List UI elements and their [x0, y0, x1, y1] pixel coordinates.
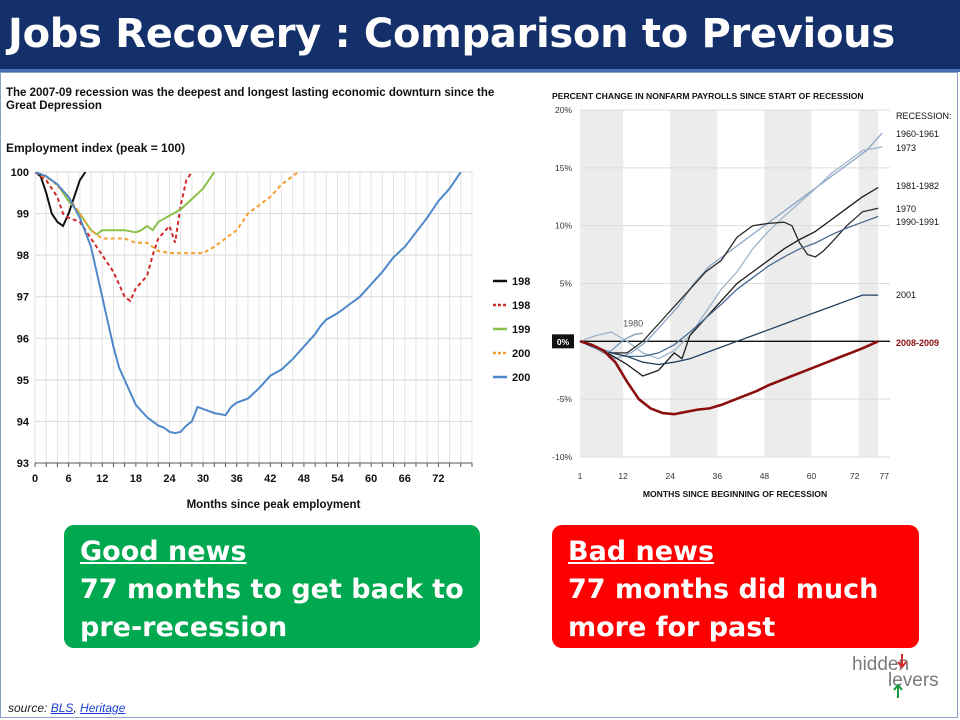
- x-tick-label: 24: [163, 473, 176, 485]
- chart-title-line-1: The 2007-09 recession was the deepest an…: [6, 87, 494, 99]
- source-note: source: BLS, Heritage: [8, 701, 125, 715]
- series-line-1970: [579, 207, 879, 354]
- source-separator: ,: [73, 701, 81, 715]
- x-tick-label: 12: [618, 471, 628, 481]
- legend-title: RECESSION:: [896, 111, 952, 121]
- series-line-2001: [35, 172, 299, 255]
- title-bar: Jobs Recovery : Comparison to Previous: [0, 0, 960, 72]
- zero-badge: [552, 334, 574, 349]
- legend-label-1980: 1980: [512, 276, 530, 288]
- series-line-1973: [579, 146, 883, 360]
- good-news-line-2: pre-recession employment.: [80, 612, 288, 681]
- legend-label-1981: 1981: [512, 300, 530, 312]
- series-label-1960-1961: 1960-1961: [896, 129, 939, 139]
- hidden-levers-logo: hidden levers: [852, 654, 939, 698]
- series-label-1970: 1970: [896, 204, 916, 214]
- x-tick-label: 36: [713, 471, 723, 481]
- slide-frame: [0, 72, 958, 718]
- good-news-callout: Good news 77 months to get back to pre-r…: [64, 525, 480, 681]
- down-arrow-icon: [897, 654, 907, 669]
- series-label-1980: 1980: [623, 318, 643, 328]
- series-label-2001: 2001: [896, 290, 916, 300]
- nonfarm-payrolls-chart: PERCENT CHANGE IN NONFARM PAYROLLS SINCE…: [552, 91, 952, 499]
- source-link-heritage[interactable]: Heritage: [80, 701, 126, 715]
- legend-label-2001: 2001: [512, 348, 530, 360]
- x-tick-label: 12: [96, 473, 108, 485]
- series-line-1980: [35, 172, 87, 228]
- y-axis-label: Employment index (peak = 100): [6, 141, 185, 155]
- x-tick-label: 0: [32, 473, 38, 485]
- employment-index-chart: The 2007-09 recession was the deepest an…: [6, 87, 530, 511]
- page-title: Jobs Recovery : Comparison to Previous: [8, 11, 895, 57]
- y-tick-label: 10%: [555, 221, 572, 231]
- series-line-2001: [579, 294, 879, 366]
- y-tick-label: -10%: [552, 452, 572, 462]
- chart-title: The 2007-09 recession was the deepest an…: [6, 87, 494, 112]
- x-tick-label: 30: [197, 473, 209, 485]
- series-line-1981: [35, 172, 193, 303]
- bad-news-callout: Bad news 77 months did much more for pas…: [552, 525, 919, 681]
- up-arrow-icon: [893, 683, 903, 698]
- x-tick-label: 48: [298, 473, 310, 485]
- logo-text-top: hidden: [852, 654, 909, 675]
- x-tick-label: 18: [130, 473, 142, 485]
- y-tick-label: 96: [17, 333, 29, 345]
- source-prefix: source:: [8, 701, 51, 715]
- series-label-1990-1991: 1990-1991: [896, 217, 939, 227]
- x-tick-label: 36: [231, 473, 243, 485]
- x-tick-label: 42: [264, 473, 276, 485]
- y-tick-label: 98: [17, 250, 29, 262]
- bad-news-line-1: 77 months did much: [568, 574, 879, 605]
- bad-news-line-2: more for past recoveries: [568, 612, 776, 681]
- chart-title: PERCENT CHANGE IN NONFARM PAYROLLS SINCE…: [552, 91, 864, 101]
- x-tick-label: 6: [66, 473, 72, 485]
- zero-badge-label: 0%: [557, 337, 570, 347]
- x-tick-label: 72: [432, 473, 444, 485]
- y-tick-label: 93: [17, 458, 29, 470]
- y-tick-label: 20%: [555, 105, 572, 115]
- x-axis-label: MONTHS SINCE BEGINNING OF RECESSION: [643, 489, 827, 499]
- x-tick-label: 48: [760, 471, 770, 481]
- bad-news-heading: Bad news: [568, 536, 715, 567]
- series-line-2007: [35, 172, 462, 435]
- x-tick-label: 1: [578, 471, 583, 481]
- x-tick-label: 60: [365, 473, 377, 485]
- series-line-2008-2009: [579, 340, 879, 416]
- x-tick-label: 24: [666, 471, 676, 481]
- y-tick-label: 100: [11, 167, 29, 179]
- good-news-heading: Good news: [80, 536, 247, 567]
- y-tick-label: 99: [17, 209, 29, 221]
- legend-label-1990: 1990: [512, 324, 530, 336]
- x-tick-label: 60: [807, 471, 817, 481]
- y-tick-label: 97: [17, 292, 29, 304]
- series-line-1960-1961: [579, 132, 883, 360]
- chart-title-line-2: Great Depression: [6, 100, 102, 112]
- series-line-1990-1991: [579, 215, 879, 358]
- x-tick-label: 54: [331, 473, 344, 485]
- y-tick-label: 5%: [560, 279, 573, 289]
- legend-label-2007: 2007: [512, 372, 530, 384]
- x-tick-label: 72: [850, 471, 860, 481]
- y-tick-label: 94: [17, 416, 30, 428]
- x-tick-label: 66: [399, 473, 411, 485]
- x-tick-label: 77: [879, 471, 889, 481]
- series-label-1973: 1973: [896, 143, 916, 153]
- series-label-2008-2009: 2008-2009: [896, 338, 939, 348]
- y-tick-label: 15%: [555, 163, 572, 173]
- logo-text-bottom: levers: [888, 670, 939, 691]
- good-news-line-1: 77 months to get back to: [80, 574, 464, 605]
- series-label-1981-1982: 1981-1982: [896, 181, 939, 191]
- y-tick-label: -5%: [557, 394, 573, 404]
- series-line-1990: [35, 172, 216, 236]
- source-link-bls[interactable]: BLS: [50, 701, 74, 715]
- y-tick-label: 95: [17, 375, 29, 387]
- series-line-1981-1982: [579, 186, 879, 377]
- x-axis-label: Months since peak employment: [187, 499, 361, 511]
